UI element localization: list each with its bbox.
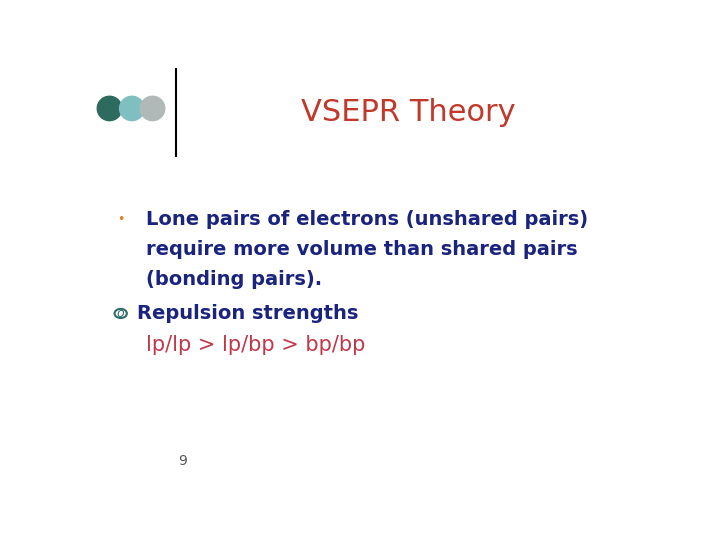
Text: VSEPR Theory: VSEPR Theory	[301, 98, 516, 127]
Text: (bonding pairs).: (bonding pairs).	[145, 270, 322, 289]
Text: •: •	[117, 213, 125, 226]
Text: Lone pairs of electrons (unshared pairs): Lone pairs of electrons (unshared pairs)	[145, 210, 588, 229]
Text: Repulsion strengths: Repulsion strengths	[138, 304, 359, 323]
Text: o: o	[117, 307, 125, 320]
Text: 9: 9	[178, 454, 186, 468]
Ellipse shape	[97, 96, 122, 120]
Text: require more volume than shared pairs: require more volume than shared pairs	[145, 240, 577, 259]
Ellipse shape	[140, 96, 165, 120]
Ellipse shape	[120, 96, 144, 120]
Text: lp/lp > lp/bp > bp/bp: lp/lp > lp/bp > bp/bp	[145, 335, 365, 355]
